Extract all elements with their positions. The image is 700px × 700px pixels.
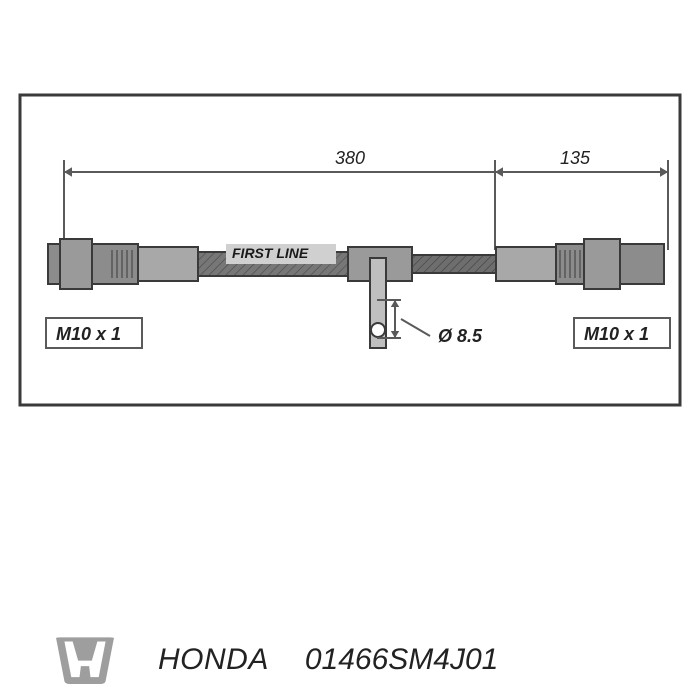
honda-logo	[40, 630, 130, 690]
footer: HONDA 01466SM4J01	[0, 620, 700, 700]
technical-drawing: 380 135 FIRST LINE M10 x 1 M10 x 1 Ø 8.5	[0, 0, 700, 560]
part-number: 01466SM4J01	[305, 643, 498, 677]
page-root: 380 135 FIRST LINE M10 x 1 M10 x 1 Ø 8.5 HOND…	[0, 0, 700, 700]
firstline-brand-on-hose: FIRST LINE	[232, 245, 309, 261]
thread-left-label: M10 x 1	[56, 324, 121, 344]
thread-right-label: M10 x 1	[584, 324, 649, 344]
brand-label: HONDA	[158, 643, 269, 677]
dim-overall-380: 380	[335, 148, 365, 168]
hole-diameter-label: Ø 8.5	[438, 326, 483, 346]
dim-section-135: 135	[560, 148, 591, 168]
